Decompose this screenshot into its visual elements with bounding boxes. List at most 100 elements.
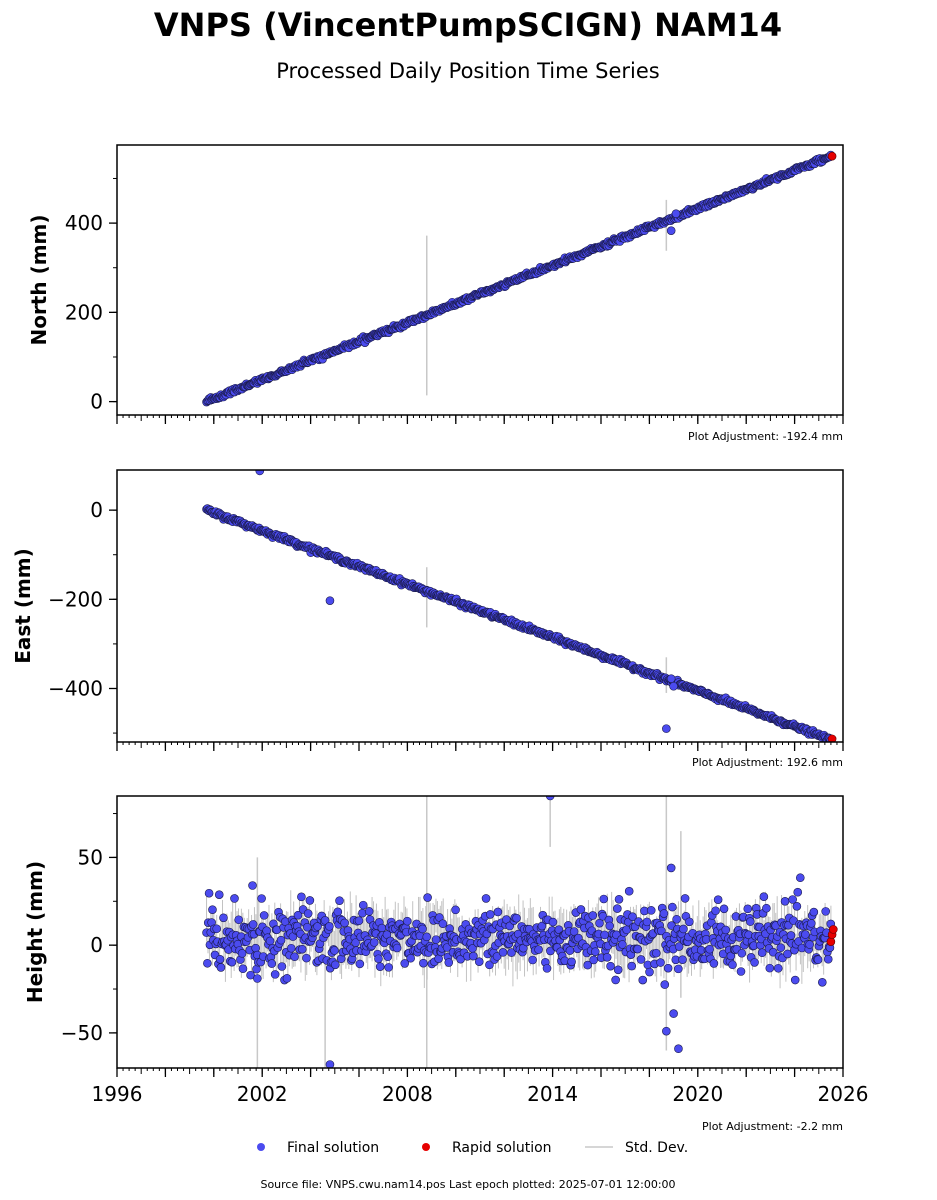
east-panel: East (mm) Plot Adjustment: 192.6 mm −400…	[11, 469, 844, 769]
height-final-point	[375, 962, 385, 971]
height-final-point	[809, 907, 819, 917]
height-final-point	[293, 910, 303, 920]
height-final-point	[750, 958, 759, 967]
height-final-point	[203, 958, 212, 968]
height-final-point	[481, 894, 491, 903]
height-final-point	[624, 886, 634, 896]
height-final-point	[674, 964, 683, 974]
height-final-point	[270, 970, 280, 979]
height-outlier-point	[545, 796, 555, 801]
east-rapid-point	[827, 734, 837, 742]
height-final-point	[606, 961, 615, 971]
height-final-point	[230, 894, 239, 903]
east-ylabel: East (mm)	[11, 548, 35, 664]
height-final-point	[208, 905, 217, 914]
north-y-tick-label: 0	[90, 390, 103, 414]
height-final-point	[768, 947, 778, 957]
height-final-point	[567, 957, 576, 967]
height-outlier-point	[662, 1026, 671, 1036]
legend-rapid-label: Rapid solution	[452, 1140, 552, 1156]
legend-final-marker	[257, 1143, 265, 1151]
north-adjustment-label: Plot Adjustment: -192.4 mm	[688, 430, 843, 443]
height-final-point	[267, 959, 277, 968]
height-final-point	[757, 948, 767, 958]
height-final-point	[485, 910, 495, 919]
height-final-point	[678, 955, 687, 964]
height-final-point	[588, 911, 598, 920]
east-outlier-point	[662, 724, 671, 733]
legend-final-label: Final solution	[287, 1140, 379, 1156]
height-final-point	[614, 894, 624, 904]
east-outlier-point	[666, 674, 676, 683]
height-final-point	[265, 936, 275, 946]
height-final-point	[469, 951, 478, 961]
height-final-point	[721, 925, 731, 935]
height-final-point	[685, 917, 694, 927]
height-final-point	[583, 960, 592, 970]
legend-stddev-label: Std. Dev.	[625, 1140, 688, 1156]
height-final-point	[605, 921, 615, 931]
height-final-point	[418, 924, 427, 934]
height-final-point	[618, 940, 627, 949]
height-final-point	[277, 962, 287, 971]
height-final-point	[636, 955, 646, 964]
height-final-point	[589, 955, 598, 965]
east-y-tick-label: 0	[90, 498, 103, 522]
north-outlier-point	[671, 209, 681, 219]
chart-subtitle: Processed Daily Position Time Series	[276, 59, 660, 83]
height-x-ticks	[116, 1068, 844, 1077]
height-final-point	[303, 909, 313, 918]
height-final-point	[759, 892, 769, 901]
height-final-point	[374, 954, 383, 964]
height-final-point	[534, 945, 543, 954]
north-x-ticks	[116, 415, 844, 424]
height-final-point	[736, 967, 746, 976]
height-final-point	[613, 965, 623, 975]
height-final-point	[776, 943, 786, 952]
height-final-point	[746, 917, 755, 926]
height-y-tick-label: 0	[90, 933, 103, 957]
height-final-point	[627, 961, 637, 971]
height-final-point	[801, 930, 810, 939]
height-final-point	[234, 915, 244, 925]
height-final-point	[537, 921, 547, 931]
height-final-point	[813, 955, 823, 965]
height-final-point	[276, 935, 286, 945]
height-final-point	[400, 959, 410, 968]
east-outlier-point	[669, 681, 678, 691]
height-x-tick-label: 2014	[527, 1082, 578, 1106]
height-panel: Height (mm) Plot Adjustment: -2.2 mm 199…	[23, 795, 868, 1133]
height-final-point	[805, 940, 814, 949]
height-final-point	[728, 960, 737, 970]
height-final-point	[340, 918, 349, 928]
height-final-point	[297, 944, 307, 954]
height-final-point	[369, 938, 379, 947]
height-final-point	[286, 943, 296, 953]
north-axes-frame	[116, 144, 844, 416]
height-final-point	[818, 978, 827, 987]
height-final-point	[216, 963, 226, 972]
chart-title: VNPS (VincentPumpSCIGN) NAM14	[154, 6, 782, 44]
east-outlier-point	[325, 596, 335, 605]
height-final-point	[659, 909, 669, 918]
height-final-point	[783, 949, 792, 959]
height-final-point	[660, 980, 670, 989]
height-final-point	[788, 895, 797, 904]
height-final-point	[713, 895, 723, 904]
height-final-point	[773, 963, 783, 973]
height-final-point	[595, 918, 604, 928]
height-final-point	[238, 964, 248, 974]
height-final-point	[645, 967, 654, 977]
east-outlier-point	[255, 470, 265, 476]
height-final-point	[259, 911, 269, 920]
height-final-point	[657, 926, 666, 936]
height-final-point	[512, 913, 521, 923]
height-final-point	[599, 894, 609, 904]
height-final-point	[335, 896, 344, 905]
height-final-point	[737, 948, 747, 958]
north-y-ticks	[109, 177, 117, 403]
north-outlier-point	[666, 226, 676, 235]
height-final-point	[212, 924, 222, 934]
height-final-point	[257, 894, 266, 903]
